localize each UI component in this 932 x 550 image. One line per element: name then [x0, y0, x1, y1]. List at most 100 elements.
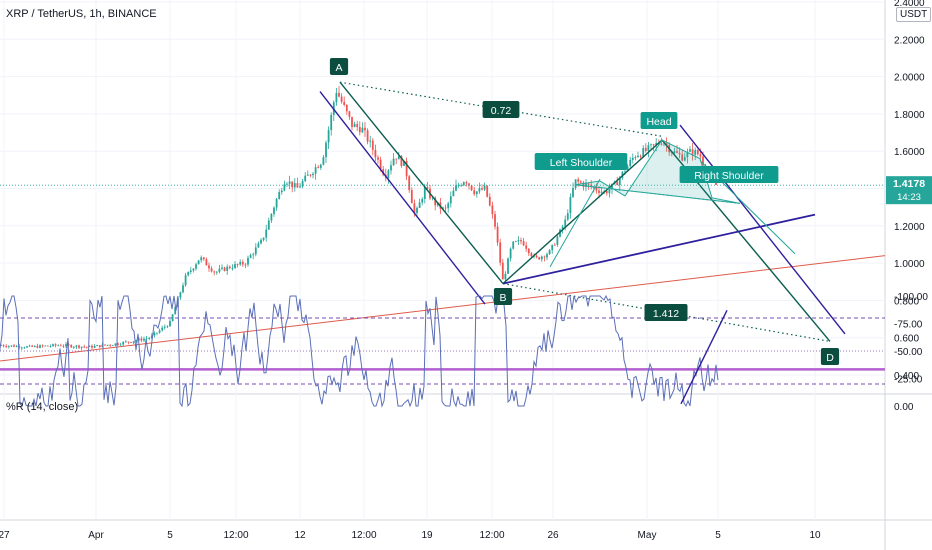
candle-body	[348, 111, 351, 117]
candle-body	[88, 345, 91, 347]
candle-body	[101, 344, 104, 348]
candle-body	[678, 152, 681, 155]
candle-body	[673, 151, 676, 154]
candle-body	[514, 241, 517, 243]
candle-body	[582, 182, 585, 187]
candle-body	[366, 130, 369, 142]
candle-body	[267, 220, 270, 230]
point-a-label: A	[335, 62, 342, 74]
candle-body	[200, 257, 203, 261]
time-axis[interactable]: 27 Apr 5 12:00 12 12:00 19 12:00 26 May 5 10	[0, 530, 821, 541]
fib-dotted-bd	[502, 283, 831, 343]
candle-body	[54, 344, 57, 346]
candle-body	[187, 272, 190, 276]
candle-body	[447, 203, 450, 209]
candle-body	[130, 342, 132, 343]
candle-body	[291, 181, 294, 188]
candle-body	[163, 326, 166, 328]
candle-body	[634, 156, 637, 158]
candle-body	[5, 346, 8, 347]
candle-body	[390, 165, 392, 171]
candle-body	[260, 239, 262, 244]
fib-ratio-label: 0.72	[491, 105, 512, 117]
candle-body	[499, 242, 502, 263]
candle-body	[122, 341, 125, 345]
candle-body	[696, 150, 699, 155]
price-tick-label: 1.2000	[894, 222, 925, 233]
candle-body	[392, 158, 395, 166]
price-tick-label: 2.0000	[894, 73, 925, 84]
teal-trend-left	[549, 178, 601, 268]
price-tick-label: 0.600	[894, 334, 919, 345]
time-tick-label: 19	[421, 530, 433, 541]
price-axis[interactable]: 0.4000.6000.8001.00001.20001.40001.60001…	[0, 0, 932, 382]
candle-body	[18, 346, 21, 348]
candle-body	[553, 244, 556, 246]
candle-body	[218, 268, 221, 272]
candle-body	[405, 161, 408, 177]
candle-body	[135, 340, 138, 342]
candle-body	[681, 154, 684, 161]
candle-body	[587, 183, 590, 185]
candle-body	[574, 179, 577, 188]
candlestick-series	[0, 86, 717, 351]
candle-body	[676, 151, 678, 153]
candle-body	[241, 261, 244, 265]
candle-body	[410, 190, 413, 204]
candle-body	[109, 344, 112, 346]
candle-body	[468, 183, 470, 186]
candle-body	[156, 332, 158, 334]
candle-body	[309, 174, 312, 176]
left-shoulder-label-bg	[534, 153, 628, 170]
currency-unit-button[interactable]: USDT	[896, 7, 932, 22]
candle-body	[338, 92, 340, 97]
last-price-value: 1.4178	[893, 178, 925, 190]
candle-body	[400, 156, 403, 166]
candle-body	[624, 171, 626, 173]
candle-body	[96, 345, 99, 346]
time-tick-label: 12:00	[479, 530, 504, 541]
candle-body	[650, 144, 652, 146]
time-tick-label: 5	[715, 530, 721, 541]
candle-body	[387, 170, 390, 178]
candle-body	[561, 226, 564, 230]
candle-body	[426, 187, 429, 189]
candle-body	[629, 159, 632, 167]
candle-body	[369, 140, 372, 142]
time-tick-label: 12	[294, 530, 306, 541]
candle-body	[462, 182, 465, 186]
candle-body	[351, 116, 353, 128]
candle-body	[564, 219, 567, 227]
fib-ratio-label-bg	[482, 101, 520, 118]
candle-body	[148, 338, 151, 339]
candle-body	[226, 266, 229, 271]
candle-body	[665, 143, 668, 146]
fib-ratio-label: 1.412	[653, 308, 679, 320]
point-b-label-bg	[493, 288, 513, 305]
candle-body	[598, 190, 600, 193]
candle-body	[111, 345, 114, 347]
candle-body	[486, 185, 489, 197]
candle-body	[626, 166, 629, 172]
candle-body	[312, 173, 314, 176]
candle-body	[179, 292, 182, 298]
price-tick-label: 1.0000	[894, 259, 925, 270]
candle-body	[507, 258, 509, 274]
candle-body	[694, 150, 697, 155]
candle-body	[647, 145, 650, 151]
candle-body	[543, 256, 546, 258]
channel-line-right	[679, 124, 846, 335]
xabcd-leg-ab	[339, 81, 504, 285]
candle-body	[70, 344, 73, 348]
candle-body	[644, 148, 647, 151]
point-a-label-bg	[329, 58, 349, 75]
candle-body	[364, 127, 366, 131]
wr-trendline	[680, 309, 728, 405]
candle-body	[322, 157, 325, 165]
candle-body	[397, 156, 400, 160]
time-tick-label: May	[638, 530, 657, 541]
candle-body	[2, 345, 5, 347]
candle-body	[715, 181, 717, 185]
candle-body	[548, 250, 551, 255]
